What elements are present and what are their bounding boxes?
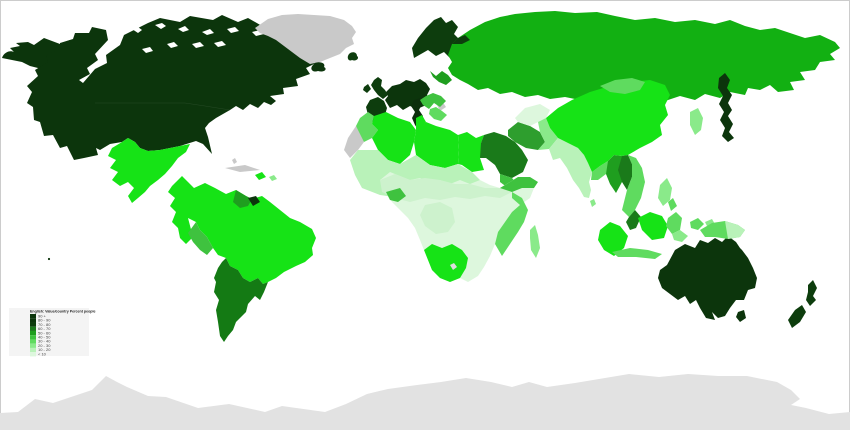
svg-text:< 10: < 10 bbox=[38, 351, 47, 356]
